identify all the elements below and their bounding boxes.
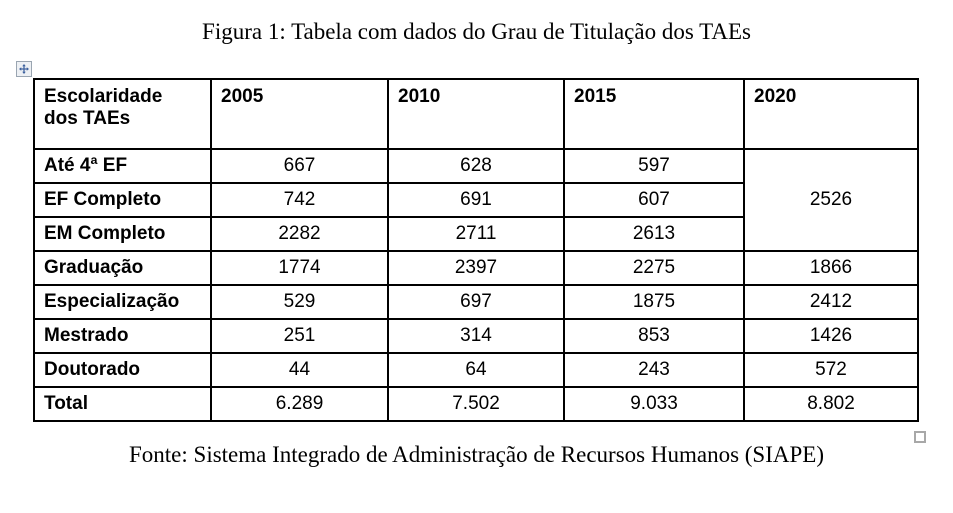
data-cell[interactable]: 2613 (563, 216, 745, 252)
table-header-row: Escolaridade dos TAEs 2005 2010 2015 202… (33, 78, 919, 150)
figure-caption: Figura 1: Tabela com dados do Grau de Ti… (202, 19, 751, 44)
merged-data-cell-2020[interactable]: 2526 (743, 148, 919, 252)
header-year-2010[interactable]: 2010 (387, 78, 565, 150)
data-cell[interactable]: 64 (387, 352, 565, 388)
data-cell[interactable]: 607 (563, 182, 745, 218)
row-label[interactable]: Mestrado (33, 318, 212, 354)
data-cell[interactable]: 314 (387, 318, 565, 354)
data-cell[interactable]: 243 (563, 352, 745, 388)
header-year-2005[interactable]: 2005 (210, 78, 389, 150)
figure-source: Fonte: Sistema Integrado de Administraçã… (129, 442, 824, 467)
data-cell[interactable]: 742 (210, 182, 389, 218)
row-label[interactable]: EM Completo (33, 216, 212, 252)
data-cell[interactable]: 2275 (563, 250, 745, 286)
data-cell[interactable]: 529 (210, 284, 389, 320)
table-row-ef-completo: EF Completo 742 691 607 (33, 182, 918, 218)
header-escolaridade-line2: dos TAEs (44, 108, 131, 129)
header-year-2015[interactable]: 2015 (563, 78, 745, 150)
data-cell[interactable]: 697 (387, 284, 565, 320)
header-escolaridade-line1: Escolaridade (44, 86, 163, 107)
row-label[interactable]: Total (33, 386, 212, 422)
table-move-handle[interactable] (16, 61, 32, 77)
table-row-especializacao: Especialização 529 697 1875 2412 (33, 284, 919, 320)
header-escolaridade[interactable]: Escolaridade dos TAEs (33, 78, 212, 150)
table-row-ate-4a-ef: Até 4ª EF 667 628 597 2526 (33, 148, 919, 252)
titulacao-table: Escolaridade dos TAEs 2005 2010 2015 202… (33, 78, 919, 422)
data-cell[interactable]: 691 (387, 182, 565, 218)
data-cell[interactable]: 2397 (387, 250, 565, 286)
data-cell[interactable]: 2711 (387, 216, 565, 252)
table-row-doutorado: Doutorado 44 64 243 572 (33, 352, 919, 388)
row-label[interactable]: Graduação (33, 250, 212, 286)
table-row-graduacao: Graduação 1774 2397 2275 1866 (33, 250, 919, 286)
row-label[interactable]: Especialização (33, 284, 212, 320)
data-cell[interactable]: 6.289 (210, 386, 389, 422)
data-cell[interactable]: 1426 (743, 318, 919, 354)
data-cell[interactable]: 597 (563, 148, 745, 184)
data-cell[interactable]: 9.033 (563, 386, 745, 422)
row-label[interactable]: Até 4ª EF (33, 148, 212, 184)
data-cell[interactable]: 251 (210, 318, 389, 354)
table-row-mestrado: Mestrado 251 314 853 1426 (33, 318, 919, 354)
data-cell[interactable]: 628 (387, 148, 565, 184)
header-year-2020[interactable]: 2020 (743, 78, 919, 150)
data-cell[interactable]: 8.802 (743, 386, 919, 422)
data-cell[interactable]: 667 (210, 148, 389, 184)
table-resize-handle[interactable] (914, 431, 926, 443)
data-cell[interactable]: 1875 (563, 284, 745, 320)
data-cell[interactable]: 2412 (743, 284, 919, 320)
table-row-total: Total 6.289 7.502 9.033 8.802 (33, 386, 919, 422)
move-arrows-icon (19, 64, 29, 74)
data-cell[interactable]: 853 (563, 318, 745, 354)
row-label[interactable]: Doutorado (33, 352, 212, 388)
data-cell[interactable]: 1774 (210, 250, 389, 286)
row-label[interactable]: EF Completo (33, 182, 212, 218)
data-cell[interactable]: 1866 (743, 250, 919, 286)
data-cell[interactable]: 572 (743, 352, 919, 388)
data-cell[interactable]: 44 (210, 352, 389, 388)
data-cell[interactable]: 2282 (210, 216, 389, 252)
data-cell[interactable]: 7.502 (387, 386, 565, 422)
table-row-em-completo: EM Completo 2282 2711 2613 (33, 216, 918, 252)
